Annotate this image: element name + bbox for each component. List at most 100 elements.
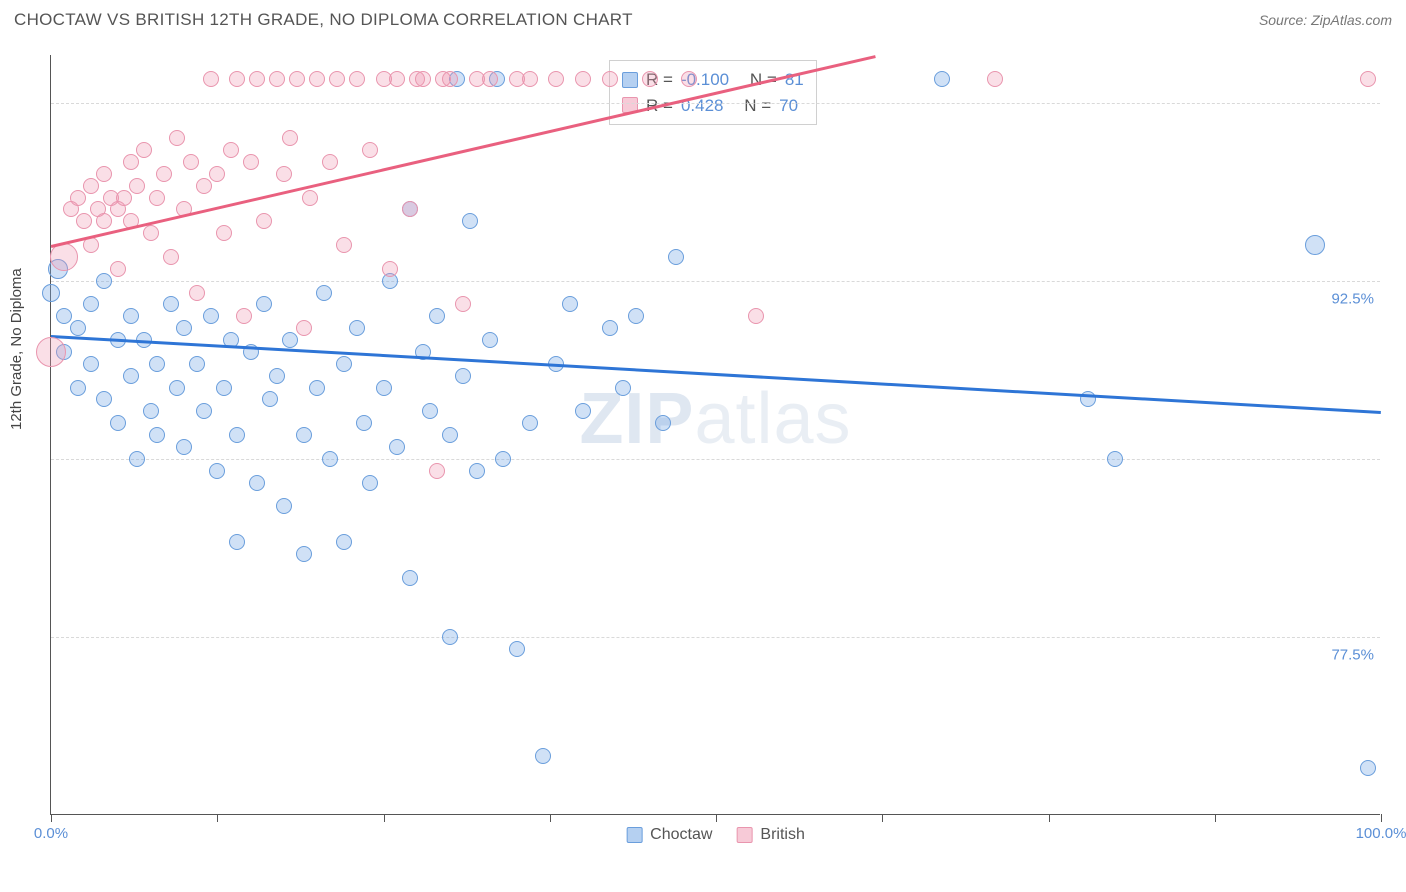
- data-point: [336, 356, 352, 372]
- data-point: [149, 427, 165, 443]
- data-point: [455, 296, 471, 312]
- data-point: [469, 463, 485, 479]
- data-point: [216, 225, 232, 241]
- data-point: [349, 320, 365, 336]
- x-tick: [217, 814, 218, 822]
- data-point: [362, 142, 378, 158]
- data-point: [442, 427, 458, 443]
- data-point: [256, 213, 272, 229]
- data-point: [309, 71, 325, 87]
- x-tick: [1215, 814, 1216, 822]
- data-point: [336, 534, 352, 550]
- gridline: [51, 637, 1380, 638]
- data-point: [42, 284, 60, 302]
- data-point: [96, 273, 112, 289]
- data-point: [322, 154, 338, 170]
- data-point: [123, 308, 139, 324]
- x-tick-label: 0.0%: [34, 825, 68, 842]
- data-point: [681, 71, 697, 87]
- gridline: [51, 103, 1380, 104]
- data-point: [83, 356, 99, 372]
- chart-title: CHOCTAW VS BRITISH 12TH GRADE, NO DIPLOM…: [14, 10, 633, 30]
- legend: Choctaw British: [626, 826, 805, 844]
- gridline: [51, 281, 1380, 282]
- data-point: [562, 296, 578, 312]
- data-point: [123, 154, 139, 170]
- data-point: [136, 142, 152, 158]
- data-point: [362, 475, 378, 491]
- data-point: [209, 463, 225, 479]
- data-point: [296, 427, 312, 443]
- data-point: [509, 641, 525, 657]
- data-point: [316, 285, 332, 301]
- data-point: [628, 308, 644, 324]
- stats-n-value: 81: [785, 67, 804, 93]
- data-point: [602, 320, 618, 336]
- data-point: [123, 368, 139, 384]
- data-point: [96, 213, 112, 229]
- data-point: [615, 380, 631, 396]
- data-point: [196, 178, 212, 194]
- data-point: [189, 356, 205, 372]
- data-point: [269, 368, 285, 384]
- data-point: [482, 332, 498, 348]
- data-point: [522, 71, 538, 87]
- data-point: [1360, 71, 1376, 87]
- data-point: [602, 71, 618, 87]
- x-tick: [550, 814, 551, 822]
- data-point: [356, 415, 372, 431]
- data-point: [243, 154, 259, 170]
- data-point: [442, 629, 458, 645]
- data-point: [522, 415, 538, 431]
- data-point: [83, 296, 99, 312]
- data-point: [1107, 451, 1123, 467]
- data-point: [429, 463, 445, 479]
- swatch-choctaw-icon: [622, 72, 638, 88]
- data-point: [289, 71, 305, 87]
- data-point: [422, 403, 438, 419]
- data-point: [382, 261, 398, 277]
- swatch-british-icon: [736, 827, 752, 843]
- data-point: [376, 380, 392, 396]
- x-tick: [1381, 814, 1382, 822]
- data-point: [309, 380, 325, 396]
- data-point: [56, 308, 72, 324]
- data-point: [223, 142, 239, 158]
- x-tick: [716, 814, 717, 822]
- legend-item-british: British: [736, 826, 804, 844]
- data-point: [296, 546, 312, 562]
- data-point: [176, 439, 192, 455]
- data-point: [389, 439, 405, 455]
- data-point: [203, 308, 219, 324]
- stats-n-value: 70: [779, 93, 798, 119]
- data-point: [83, 178, 99, 194]
- data-point: [1305, 235, 1325, 255]
- data-point: [256, 296, 272, 312]
- data-point: [1360, 760, 1376, 776]
- data-point: [70, 190, 86, 206]
- data-point: [415, 71, 431, 87]
- x-tick: [882, 814, 883, 822]
- data-point: [189, 285, 205, 301]
- data-point: [296, 320, 312, 336]
- trend-line: [51, 335, 1381, 413]
- data-point: [329, 71, 345, 87]
- data-point: [462, 213, 478, 229]
- data-point: [336, 237, 352, 253]
- data-point: [548, 71, 564, 87]
- data-point: [402, 570, 418, 586]
- data-point: [495, 451, 511, 467]
- data-point: [36, 337, 66, 367]
- data-point: [96, 166, 112, 182]
- stats-n-label: N =: [744, 93, 771, 119]
- data-point: [176, 320, 192, 336]
- data-point: [282, 332, 298, 348]
- data-point: [149, 356, 165, 372]
- data-point: [455, 368, 471, 384]
- data-point: [183, 154, 199, 170]
- data-point: [143, 225, 159, 241]
- data-point: [169, 380, 185, 396]
- data-point: [262, 391, 278, 407]
- y-tick-label: 92.5%: [1331, 290, 1374, 307]
- y-axis-label: 12th Grade, No Diploma: [8, 268, 25, 430]
